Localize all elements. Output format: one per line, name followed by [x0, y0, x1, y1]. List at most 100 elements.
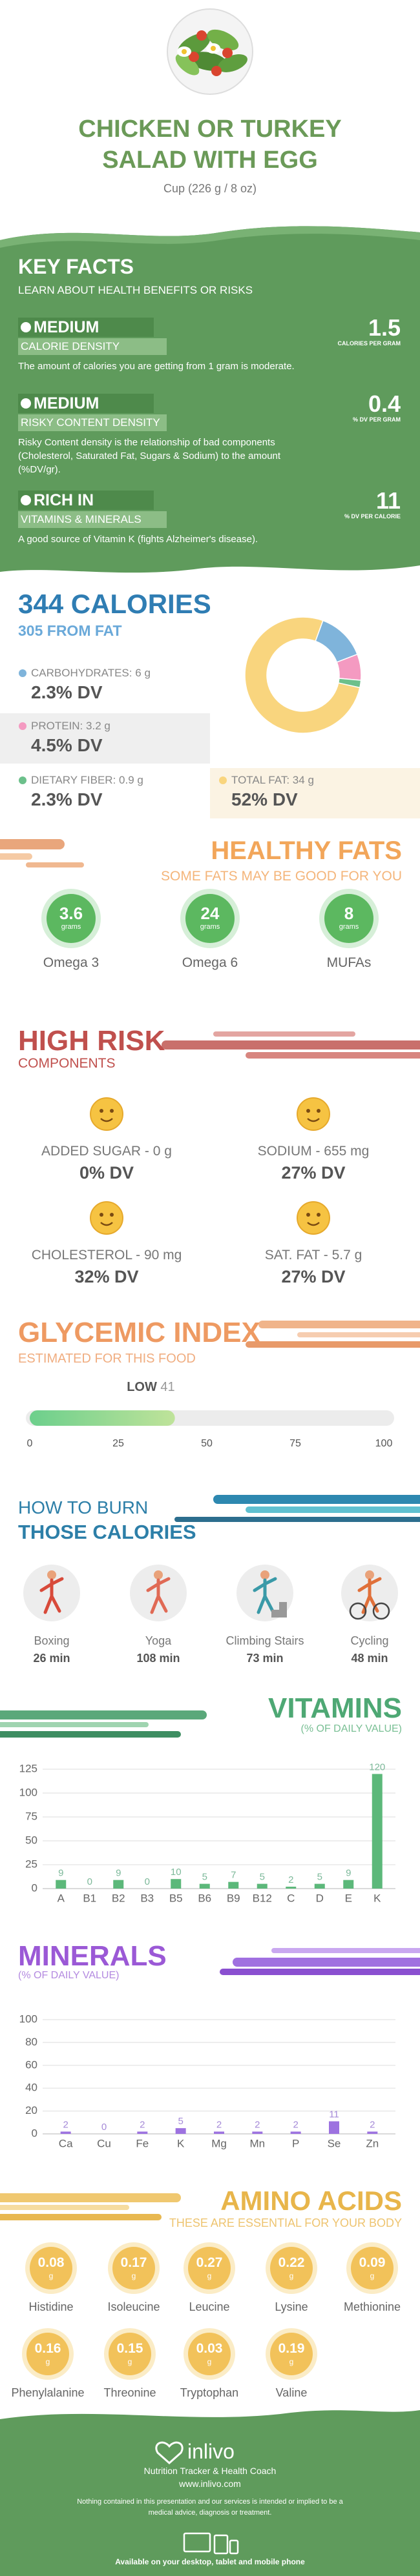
- nutrient-line: PROTEIN: 3.2 g: [31, 720, 110, 733]
- emoji-eye: [110, 1109, 114, 1113]
- y-tick-label: 100: [19, 2013, 37, 2025]
- tagline: Nutrition Tracker & Health Coach: [143, 2466, 277, 2476]
- nutrient-dv: 2.3% DV: [31, 789, 103, 809]
- value-label: 2: [63, 2119, 68, 2130]
- activity-name: Boxing: [34, 1634, 70, 1647]
- fat-value: 3.6: [59, 904, 83, 923]
- salad-leaf: [218, 54, 247, 72]
- risk-dv: 0% DV: [79, 1163, 134, 1182]
- bar: [228, 1881, 239, 1889]
- fat-value: 8: [344, 904, 354, 923]
- amino-value: 0.09: [359, 2255, 386, 2270]
- figure-head: [365, 1570, 374, 1579]
- value-label: 7: [231, 1870, 236, 1881]
- bar: [60, 2131, 71, 2134]
- amino-name: Lysine: [275, 2300, 308, 2313]
- decor-stripe: [258, 1321, 420, 1328]
- x-tick-label: B5: [169, 1892, 183, 1904]
- section-title: GLYCEMIC INDEX: [18, 1317, 260, 1348]
- bar: [199, 1883, 210, 1889]
- bar: [113, 1880, 124, 1889]
- activity-name: Climbing Stairs: [226, 1634, 304, 1647]
- bike-wheel: [349, 1602, 367, 1620]
- figure-head: [154, 1570, 163, 1579]
- value-label: 0: [87, 1876, 92, 1887]
- x-tick-label: B9: [227, 1892, 240, 1904]
- amino-value: 0.19: [278, 2341, 305, 2356]
- label-band: [18, 511, 167, 528]
- value-label: 5: [317, 1872, 322, 1883]
- x-tick-label: 0: [26, 1438, 33, 1449]
- donut-slice: [244, 616, 361, 734]
- nutrient-unit: g: [137, 774, 143, 786]
- section-subtitle: ESTIMATED FOR THIS FOOD: [18, 1352, 196, 1366]
- amino-circle: [30, 2247, 72, 2289]
- fat-name: MUFAs: [326, 955, 372, 970]
- level-band: [18, 394, 154, 413]
- section-title: HEALTHY FATS: [211, 837, 402, 865]
- nutrient-line: DIETARY FIBER: 0.9 g: [31, 774, 143, 787]
- value-label: 2: [255, 2119, 260, 2130]
- level-band: [18, 318, 154, 337]
- amino-unit: g: [370, 2271, 375, 2280]
- y-tick-label: 100: [19, 1786, 37, 1798]
- x-tick-label: Se: [328, 2137, 341, 2149]
- level-band: [18, 491, 154, 510]
- value-label: 5: [202, 1872, 207, 1883]
- amino-circle: [188, 2333, 231, 2375]
- fact-description: Risky Content density is the relationshi…: [18, 437, 281, 475]
- value-label: 2: [293, 2119, 298, 2130]
- gauge-bar: [30, 1410, 175, 1426]
- y-tick-label: 75: [25, 1810, 37, 1822]
- level: MEDIUM: [34, 318, 100, 336]
- value-label: 5: [260, 1872, 265, 1883]
- nutrient-line: CARBOHYDRATES: 6 g: [31, 667, 151, 680]
- bar: [257, 1883, 268, 1889]
- value-label: 2: [216, 2119, 222, 2130]
- salad-tomato: [196, 30, 207, 41]
- x-tick-label: B12: [253, 1892, 272, 1904]
- gauge-label: LOW 41: [98, 1380, 174, 1395]
- fat-name: Omega 3: [43, 955, 100, 970]
- bar: [343, 1880, 354, 1889]
- emoji-eye: [100, 1109, 103, 1113]
- y-tick-label: 25: [25, 1858, 37, 1870]
- y-tick-label: 40: [25, 2082, 37, 2094]
- decor-stripe: [0, 2193, 181, 2202]
- emoji-eye: [306, 1213, 310, 1217]
- salad-leaf: [175, 54, 200, 76]
- level: RICH IN: [34, 491, 94, 509]
- available: Available on your desktop, tablet and mo…: [115, 2557, 305, 2566]
- legend-dot: [19, 669, 26, 677]
- amino-name: Phenylalanine: [11, 2386, 85, 2399]
- stairs: [271, 1602, 287, 1618]
- amino-unit: g: [48, 2271, 54, 2280]
- section-title: KEY FACTS: [18, 255, 134, 278]
- section-subtitle: COMPONENTS: [18, 1056, 116, 1071]
- x-tick-label: B2: [112, 1892, 125, 1904]
- bar: [329, 2121, 339, 2134]
- decor-stripe: [0, 839, 65, 849]
- emoji-mouth: [100, 1222, 113, 1226]
- amino-unit: g: [289, 2271, 294, 2280]
- decor-stripe: [174, 1517, 420, 1522]
- bike-wheel: [372, 1602, 390, 1620]
- decor-stripe: [26, 862, 84, 867]
- fact-unit: % DV PER GRAM: [352, 416, 401, 423]
- x-tick-label: Mn: [250, 2137, 266, 2149]
- device-icon: [213, 2534, 229, 2555]
- amino-unit: g: [207, 2357, 212, 2366]
- amino-unit: g: [289, 2357, 294, 2366]
- y-tick-label: 0: [32, 1881, 37, 1894]
- amino-circle: [112, 2247, 155, 2289]
- salad-yolk: [182, 49, 187, 54]
- amino-circle: [351, 2247, 394, 2289]
- risk-name: SAT. FAT - 5.7 g: [264, 1248, 362, 1263]
- figure-head: [260, 1570, 269, 1579]
- nutrient-dv: 52% DV: [231, 789, 298, 809]
- emoji: [90, 1097, 123, 1131]
- section-bg: [0, 226, 420, 573]
- amino-circle: [270, 2247, 313, 2289]
- emoji-eye: [110, 1213, 114, 1217]
- value-label: 10: [171, 1867, 182, 1878]
